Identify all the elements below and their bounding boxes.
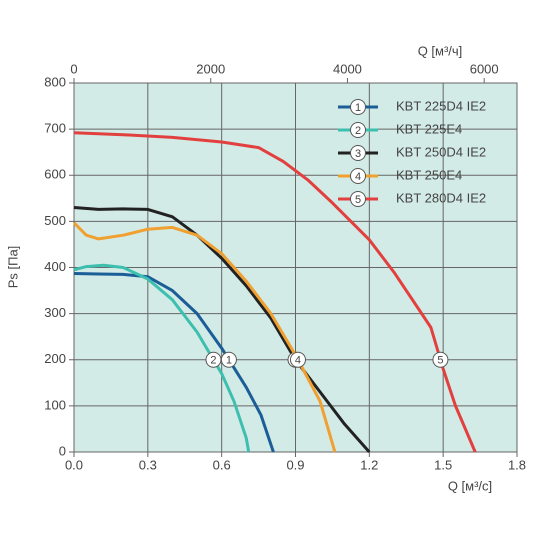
curve-marker-label: 5 [437, 355, 443, 367]
x2-tick-label: 2000 [196, 61, 225, 76]
legend-marker [350, 191, 366, 207]
y-tick-label: 0 [59, 443, 66, 458]
legend-label: KBT 250E4 [396, 167, 462, 182]
legend-label: KBT 225E4 [396, 121, 462, 136]
curve-marker [289, 351, 306, 368]
curve-marker [432, 351, 449, 368]
x2-tick-label: 4000 [333, 61, 362, 76]
y-tick-label: 600 [44, 167, 66, 182]
legend-marker [350, 168, 366, 184]
curve-marker-label: 4 [295, 355, 301, 367]
x-tick-label: 1.8 [508, 457, 526, 472]
x-tick-label: 0.6 [213, 457, 231, 472]
x-tick-label: 1.2 [360, 457, 378, 472]
y-axis-label: Ps [Па] [5, 246, 20, 289]
x-tick-label: 0.0 [65, 457, 83, 472]
legend-number: 5 [355, 194, 361, 206]
x-tick-label: 0.9 [286, 457, 304, 472]
curve-marker-label: 1 [226, 355, 232, 367]
curve-marker [205, 351, 222, 368]
x2-axis-label: Q [м³/ч] [418, 43, 463, 58]
plot-border [73, 82, 518, 453]
legend-number: 1 [355, 102, 361, 114]
x-axis-label: Q [м³/с] [448, 478, 492, 493]
legend-number: 4 [355, 171, 361, 183]
legend-number: 3 [355, 148, 361, 160]
y-tick-label: 800 [44, 74, 66, 89]
legend-label: KBT 250D4 IE2 [396, 144, 486, 159]
x2-tick-label: 6000 [470, 61, 499, 76]
y-tick-label: 400 [44, 259, 66, 274]
y-tick-label: 200 [44, 351, 66, 366]
legend-marker [350, 99, 366, 115]
line [73, 272, 275, 453]
y-tick-label: 500 [44, 213, 66, 228]
legend-label: KBT 280D4 IE2 [396, 190, 486, 205]
x2-tick-label: 0 [70, 61, 77, 76]
y-tick-label: 100 [44, 397, 66, 412]
legend-number: 2 [355, 125, 361, 137]
line [73, 206, 371, 453]
legend-label: KBT 225D4 IE2 [396, 98, 486, 113]
curve-marker-label: 2 [210, 355, 216, 367]
x-tick-label: 1.5 [434, 457, 452, 472]
y-tick-label: 700 [44, 121, 66, 136]
line [73, 263, 251, 453]
y-tick-label: 300 [44, 305, 66, 320]
legend-marker [350, 145, 366, 161]
legend-marker [350, 122, 366, 138]
x-tick-label: 0.3 [139, 457, 157, 472]
